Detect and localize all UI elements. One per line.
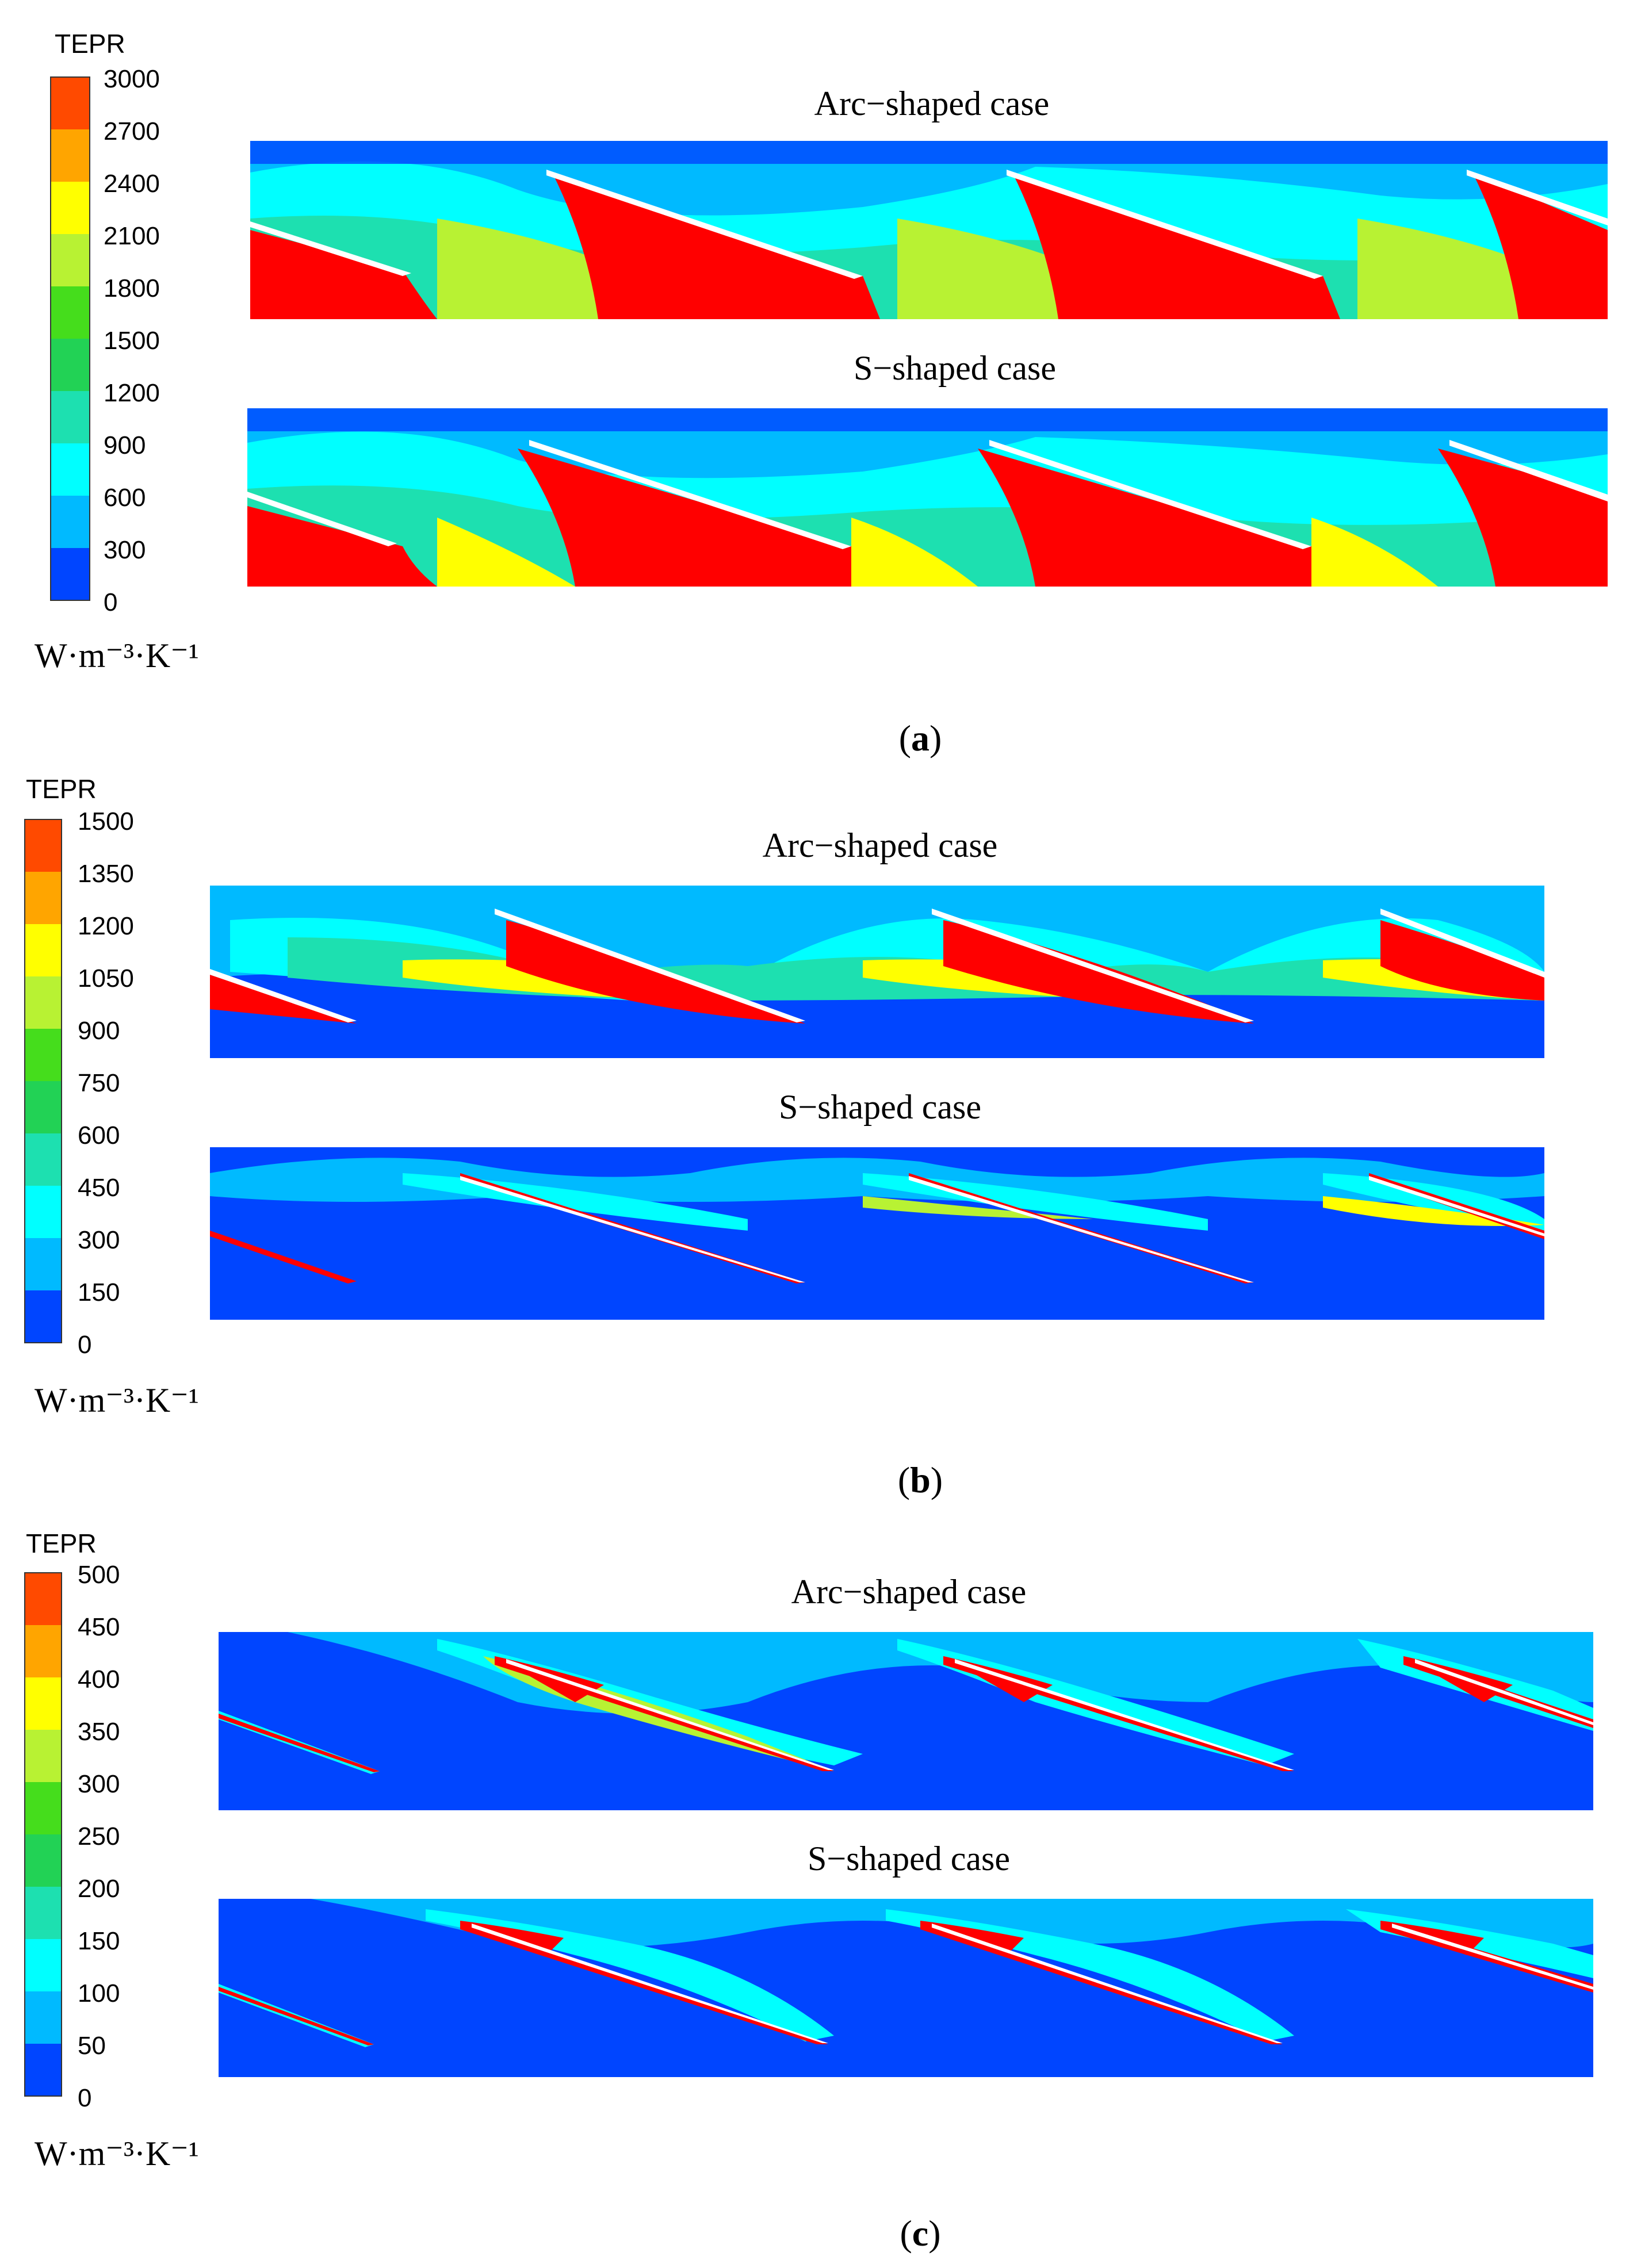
caption-letter-c: c <box>912 2213 928 2254</box>
case-title-arc-c: Arc−shaped case <box>791 1573 1027 1611</box>
colorbar-a <box>50 76 90 601</box>
unit-label-b: W·m⁻³·K⁻¹ <box>35 1381 199 1419</box>
tick-label: 1500 <box>78 807 134 836</box>
tick-label: 200 <box>78 1875 120 1903</box>
tick-label: 900 <box>78 1017 120 1045</box>
tick-label: 600 <box>104 484 146 512</box>
tick-label: 100 <box>78 1979 120 2008</box>
tick-label: 2700 <box>104 117 160 145</box>
tick-label: 150 <box>78 1278 120 1307</box>
tick-label: 600 <box>78 1121 120 1150</box>
tick-label: 900 <box>104 431 146 459</box>
tick-label: 350 <box>78 1718 120 1746</box>
contour-arc-c <box>219 1632 1593 1810</box>
caption-b: (b) <box>898 1459 943 1500</box>
tick-label: 400 <box>78 1665 120 1694</box>
contour-arc-a <box>250 141 1608 319</box>
tick-label: 1200 <box>104 379 160 407</box>
tick-label: 1350 <box>78 860 134 888</box>
tick-label: 450 <box>78 1174 120 1202</box>
tick-label: 0 <box>104 588 117 616</box>
tick-label: 50 <box>78 2032 106 2060</box>
case-title-arc-b: Arc−shaped case <box>763 826 998 864</box>
tick-label: 300 <box>78 1226 120 1254</box>
legend-title-a: TEPR <box>55 29 125 59</box>
contour-s-c <box>219 1899 1593 2077</box>
caption-c: (c) <box>900 2213 940 2254</box>
contour-arc-b <box>210 886 1544 1058</box>
tick-label: 1500 <box>104 327 160 355</box>
panel-c: TEPR 500 450 400 350 300 250 200 150 100… <box>24 1528 1593 2254</box>
tick-label: 450 <box>78 1613 120 1641</box>
tick-label: 500 <box>78 1561 120 1589</box>
panel-b: TEPR 1500 1350 1200 1050 900 750 600 450… <box>24 774 1544 1500</box>
contour-s-b <box>210 1147 1544 1320</box>
panel-a: TEPR 3000 2700 2400 2100 1800 1500 1200 … <box>35 29 1608 758</box>
case-title-s-b: S−shaped case <box>779 1088 981 1126</box>
tick-label: 750 <box>78 1069 120 1097</box>
case-title-arc-a: Arc−shaped case <box>814 85 1050 122</box>
unit-label-a: W·m⁻³·K⁻¹ <box>35 637 199 675</box>
tick-label: 0 <box>78 1331 91 1359</box>
legend-title-b: TEPR <box>26 774 97 804</box>
colorbar-c <box>24 1572 62 2097</box>
tick-label: 300 <box>78 1770 120 1798</box>
unit-label-c: W·m⁻³·K⁻¹ <box>35 2135 199 2173</box>
case-title-s-c: S−shaped case <box>808 1840 1010 1878</box>
tick-label: 1800 <box>104 274 160 302</box>
tick-label: 250 <box>78 1822 120 1851</box>
colorbar-ticks-b: 1500 1350 1200 1050 900 750 600 450 300 … <box>78 807 134 1359</box>
colorbar-b <box>24 819 62 1343</box>
tick-label: 3000 <box>104 65 160 93</box>
case-title-s-a: S−shaped case <box>854 349 1056 387</box>
tick-label: 2100 <box>104 222 160 250</box>
tick-label: 0 <box>78 2084 91 2112</box>
caption-letter-b: b <box>910 1459 931 1500</box>
caption-a: (a) <box>899 718 942 758</box>
tick-label: 1200 <box>78 912 134 940</box>
caption-letter-a: a <box>911 718 929 758</box>
tick-label: 150 <box>78 1927 120 1955</box>
colorbar-ticks-c: 500 450 400 350 300 250 200 150 100 50 0 <box>78 1561 120 2112</box>
tick-label: 1050 <box>78 964 134 993</box>
tick-label: 300 <box>104 536 146 564</box>
colorbar-ticks-a: 3000 2700 2400 2100 1800 1500 1200 900 6… <box>104 65 160 616</box>
legend-title-c: TEPR <box>26 1528 97 1558</box>
contour-s-a <box>247 408 1608 587</box>
tick-label: 2400 <box>104 170 160 198</box>
